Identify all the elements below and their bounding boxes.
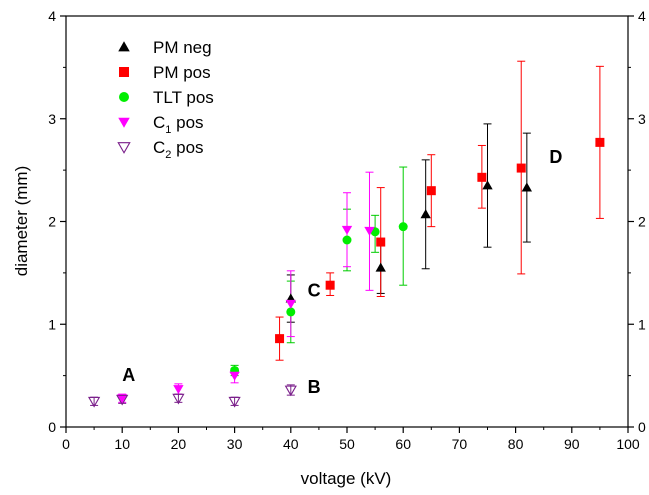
point-c2-pos	[87, 396, 101, 408]
x-tick-label: 50	[339, 436, 355, 452]
legend-label-tail: pos	[171, 113, 203, 132]
x-axis: 0 10 20 30 40 50 60 70 80 90 100	[62, 427, 640, 452]
markers	[87, 137, 605, 408]
legend-label-main: C	[153, 113, 165, 132]
annotation-c: C	[308, 281, 321, 301]
legend-label-main: TLT pos	[153, 88, 214, 107]
legend-label-c1-pos: C1 pos	[153, 113, 204, 136]
x-tick-label: 20	[171, 436, 187, 452]
right-y-tick-label: 0	[638, 419, 646, 435]
y-tick-label: 4	[48, 8, 56, 24]
legend-label-main: C	[153, 138, 165, 157]
legend-label-subscript: 1	[165, 124, 171, 136]
point-pm-pos	[275, 334, 285, 344]
point-pm-neg	[521, 182, 533, 192]
y-axis-right: 0 1 2 3 4	[628, 8, 646, 435]
legend-label-tlt-pos: TLT pos	[153, 88, 214, 107]
x-tick-label: 80	[508, 436, 524, 452]
legend-marker-c2-pos	[117, 142, 131, 154]
x-tick-label: 90	[564, 436, 580, 452]
point-pm-pos	[376, 237, 386, 247]
point-pm-pos	[595, 137, 605, 147]
point-c1-pos	[173, 385, 184, 395]
x-tick-label: 70	[452, 436, 468, 452]
point-c2-pos	[172, 393, 185, 405]
point-c2-pos	[116, 394, 129, 406]
legend-marker-pm-pos	[119, 67, 129, 77]
annotation-b: B	[308, 377, 321, 397]
y-axis-title: diameter (mm)	[12, 166, 31, 277]
y-axis-left: 0 1 2 3 4	[48, 8, 66, 435]
point-tlt-pos	[398, 222, 408, 232]
point-pm-neg	[482, 180, 493, 190]
legend-label-main: PM neg	[153, 38, 212, 57]
x-axis-title: voltage (kV)	[301, 469, 392, 488]
legend-label-c2-pos: C2 pos	[153, 138, 204, 161]
x-tick-label: 100	[616, 436, 640, 452]
annotation-a: A	[122, 365, 135, 385]
legend-label-pm-pos: PM pos	[153, 63, 211, 82]
point-c1-pos	[341, 225, 353, 235]
point-pm-pos	[516, 163, 526, 173]
point-c1-pos	[117, 394, 128, 404]
point-tlt-pos	[342, 235, 352, 245]
legend-label-tail: pos	[171, 138, 203, 157]
point-c2-pos	[284, 385, 297, 397]
point-pm-pos	[325, 280, 335, 290]
point-c1-pos	[229, 371, 240, 381]
point-pm-neg	[420, 209, 431, 219]
x-tick-label: 10	[114, 436, 130, 452]
annotations: A B C D	[122, 147, 562, 397]
point-tlt-pos	[286, 307, 296, 317]
point-c1-pos	[364, 226, 375, 236]
y-tick-label: 0	[48, 419, 56, 435]
right-y-tick-label: 1	[638, 316, 646, 332]
x-tick-label: 40	[283, 436, 299, 452]
point-c2-pos	[228, 396, 241, 408]
y-tick-label: 1	[48, 316, 56, 332]
y-tick-label: 3	[48, 111, 56, 127]
right-y-tick-label: 3	[638, 111, 646, 127]
point-pm-pos	[426, 186, 436, 196]
legend-label-main: PM pos	[153, 63, 211, 82]
legend-label-subscript: 2	[165, 149, 171, 161]
right-y-tick-label: 2	[638, 214, 646, 230]
legend-label-pm-neg: PM neg	[153, 38, 212, 57]
point-c1-pos	[285, 299, 296, 309]
annotation-d: D	[549, 147, 562, 167]
x-tick-label: 30	[227, 436, 243, 452]
x-tick-label: 60	[395, 436, 411, 452]
legend-marker-tlt-pos	[119, 92, 129, 102]
x-tick-label: 0	[62, 436, 70, 452]
legend-marker-pm-neg	[118, 41, 130, 52]
y-tick-label: 2	[48, 214, 56, 230]
point-pm-pos	[477, 172, 487, 182]
right-y-tick-label: 4	[638, 8, 646, 24]
point-pm-neg	[375, 262, 386, 272]
legend-marker-c1-pos	[118, 117, 130, 128]
